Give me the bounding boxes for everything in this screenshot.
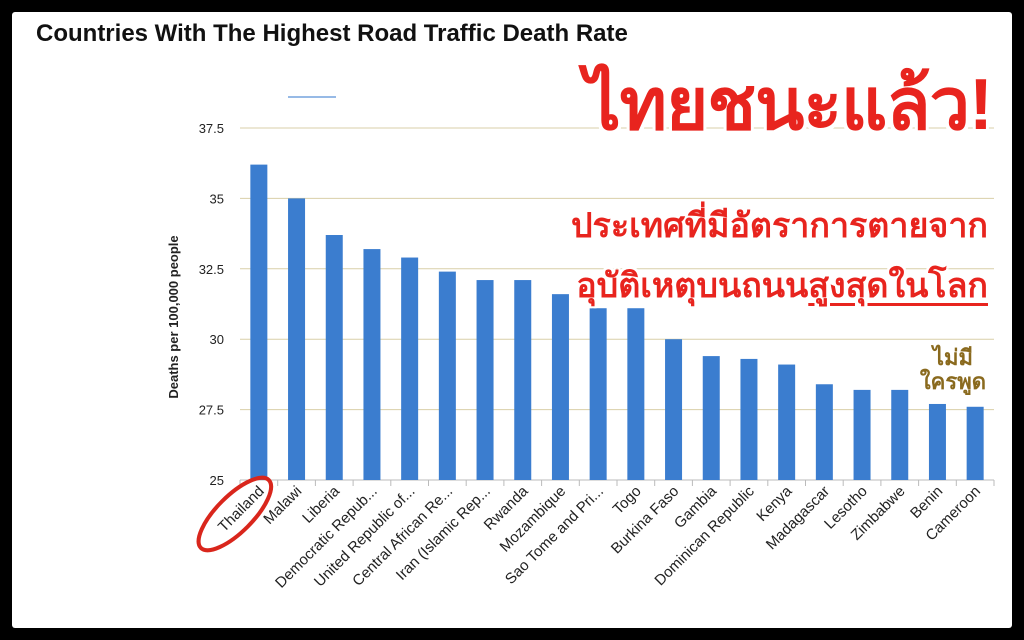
bar [514,280,532,480]
bar [438,271,456,480]
x-tick-label: Malawi [260,483,305,528]
bar [966,406,984,480]
bar [551,294,569,480]
y-axis-label: Deaths per 100,000 people [166,235,181,398]
y-tick-label: 25 [210,473,224,488]
y-tick-label: 37.5 [199,121,224,136]
y-tick-label: 27.5 [199,403,224,418]
bar [288,198,306,480]
y-tick-label: 30 [210,332,224,347]
bar [928,403,946,480]
bar [363,249,381,480]
stamp-text-bottom: ใครพูด [919,369,986,394]
slide-frame: 25 27.5 30 32.5 35 37.5 Thailand Malawi Liberia… [12,12,1012,628]
bar [740,358,758,480]
subheadline-line-2-a: อุบัติเหตุบนถนน [576,267,809,305]
bar [665,339,683,480]
bar [891,389,909,480]
y-tick-label: 32.5 [199,262,224,277]
subheadline-line-2: อุบัติเหตุบนถนนสูงสุดในโลก [576,258,988,312]
bar-chart: 25 27.5 30 32.5 35 37.5 ThailandMalawiLiberia… [166,96,995,592]
bar [476,280,494,480]
bar [702,356,720,480]
highlight-circle [196,475,274,553]
y-tick-label: 35 [210,191,224,206]
y-tick-labels: 25 27.5 30 32.5 35 37.5 [199,121,224,488]
subheadline-line-2-b: สูงสุดในโลก [808,267,988,305]
headline-overlay: ไทยชนะแล้ว! [584,65,993,145]
chart-title: Countries With The Highest Road Traffic … [36,20,628,47]
x-tick-label: Thailand [215,483,268,536]
bar [853,389,871,480]
bar [589,308,607,480]
bars [250,164,984,480]
bar [627,308,645,480]
bar [250,164,268,480]
bar [815,384,833,480]
bar [401,257,419,480]
subheadline-line-1: ประเทศที่มีอัตราการตายจาก [570,207,988,245]
stamp-logo: ไม่มี ใครพูด [920,346,986,394]
bar [778,364,796,480]
bar [325,235,343,480]
stamp-text-top: ไม่มี [932,345,973,370]
